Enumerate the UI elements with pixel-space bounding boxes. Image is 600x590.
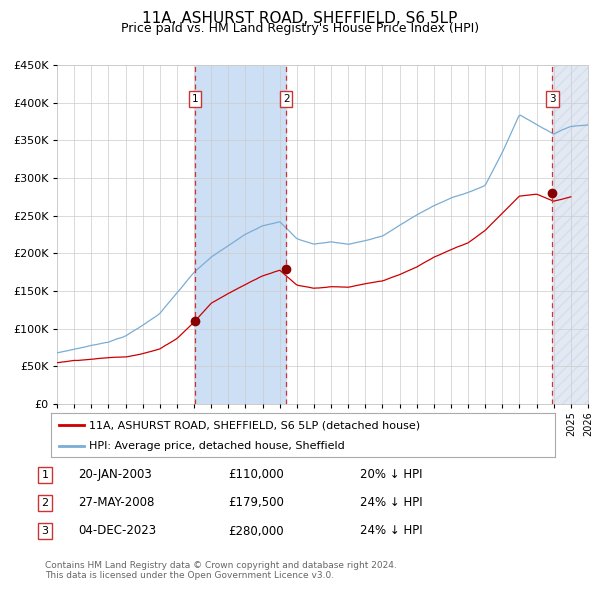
Text: 20% ↓ HPI: 20% ↓ HPI bbox=[360, 468, 422, 481]
Text: This data is licensed under the Open Government Licence v3.0.: This data is licensed under the Open Gov… bbox=[45, 571, 334, 580]
Bar bbox=[553, 65, 596, 404]
Text: 1: 1 bbox=[41, 470, 49, 480]
Text: Contains HM Land Registry data © Crown copyright and database right 2024.: Contains HM Land Registry data © Crown c… bbox=[45, 560, 397, 569]
Text: 24% ↓ HPI: 24% ↓ HPI bbox=[360, 496, 422, 509]
Text: 04-DEC-2023: 04-DEC-2023 bbox=[78, 525, 156, 537]
Text: 24% ↓ HPI: 24% ↓ HPI bbox=[360, 525, 422, 537]
Text: Price paid vs. HM Land Registry's House Price Index (HPI): Price paid vs. HM Land Registry's House … bbox=[121, 22, 479, 35]
Text: 3: 3 bbox=[549, 94, 556, 104]
Text: £179,500: £179,500 bbox=[228, 496, 284, 509]
Text: 20-JAN-2003: 20-JAN-2003 bbox=[78, 468, 152, 481]
Text: £110,000: £110,000 bbox=[228, 468, 284, 481]
Text: 3: 3 bbox=[41, 526, 49, 536]
Text: 2: 2 bbox=[41, 498, 49, 507]
Text: 27-MAY-2008: 27-MAY-2008 bbox=[78, 496, 154, 509]
Text: 11A, ASHURST ROAD, SHEFFIELD, S6 5LP: 11A, ASHURST ROAD, SHEFFIELD, S6 5LP bbox=[142, 11, 458, 25]
Text: 1: 1 bbox=[191, 94, 198, 104]
Text: HPI: Average price, detached house, Sheffield: HPI: Average price, detached house, Shef… bbox=[89, 441, 344, 451]
Bar bbox=[195, 65, 286, 404]
Text: 2: 2 bbox=[283, 94, 289, 104]
Text: 11A, ASHURST ROAD, SHEFFIELD, S6 5LP (detached house): 11A, ASHURST ROAD, SHEFFIELD, S6 5LP (de… bbox=[89, 421, 420, 430]
Text: £280,000: £280,000 bbox=[228, 525, 284, 537]
